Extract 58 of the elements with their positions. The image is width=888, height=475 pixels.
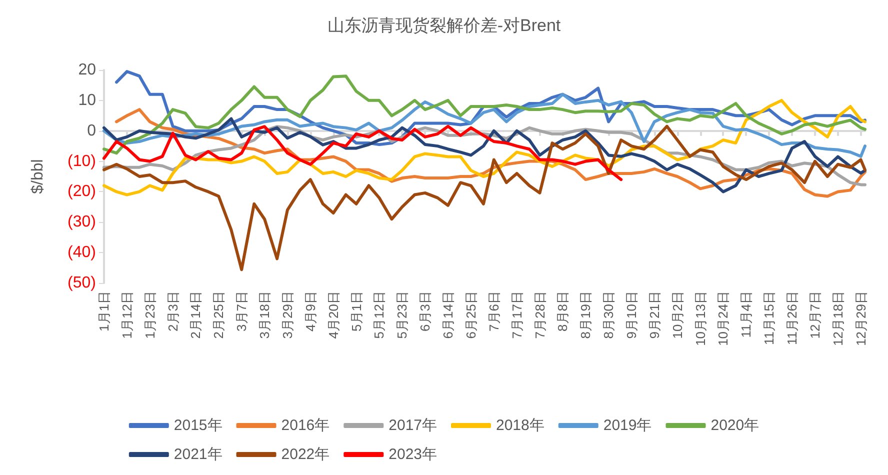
x-tick-label: 3月18日 <box>257 291 272 339</box>
x-tick-label: 10月13日 <box>692 291 708 346</box>
line-series <box>102 117 866 194</box>
legend-label: 2016年 <box>281 417 330 434</box>
x-tick-label: 12月29日 <box>853 291 868 346</box>
y-axis-title: $/bbl <box>30 159 46 194</box>
x-tick-label: 12月18日 <box>830 291 846 346</box>
legend-label: 2017年 <box>388 417 438 434</box>
x-tick-label: 8月8日 <box>555 291 570 332</box>
x-tick-label: 3月7日 <box>234 291 250 332</box>
line-series <box>102 124 623 182</box>
line-series <box>102 92 866 158</box>
x-tick-label: 11月26日 <box>784 291 800 345</box>
x-tick-label: 1月12日 <box>119 291 134 339</box>
x-tick-label: 7月17日 <box>509 291 524 339</box>
chart-title: 山东沥青现货裂解价差-对Brent <box>327 16 561 35</box>
x-tick-label: 2月14日 <box>188 291 204 339</box>
line-series <box>102 74 866 155</box>
x-tick-label: 8月30日 <box>601 291 616 339</box>
x-tick-label: 4月9日 <box>302 291 318 332</box>
x-tick-label: 7月28日 <box>532 291 548 339</box>
legend-label: 2018年 <box>496 417 544 434</box>
y-tick-label: 20 <box>78 62 96 78</box>
y-tick-label: 0 <box>87 122 96 140</box>
x-tick-label: 10月2日 <box>670 291 685 339</box>
legend-label: 2015年 <box>174 417 222 434</box>
x-tick-label: 11月15日 <box>762 291 777 345</box>
legend-label: 2023年 <box>388 446 438 463</box>
legend-label: 2022年 <box>281 446 330 463</box>
x-tick-label: 4月20日 <box>326 291 341 339</box>
x-tick-label: 7月6日 <box>486 291 502 332</box>
x-tick-label: 1月23日 <box>142 291 158 339</box>
x-tick-label: 8月19日 <box>578 291 594 339</box>
y-tick-label: (20) <box>68 183 96 200</box>
y-tick-label: (30) <box>68 214 96 231</box>
y-tick-label: (10) <box>68 152 96 170</box>
x-tick-label: 9月10日 <box>624 291 639 339</box>
x-tick-label: 9月21日 <box>646 291 662 339</box>
x-tick-label: 5月12日 <box>372 291 387 339</box>
x-tick-label: 6月14日 <box>440 291 456 339</box>
y-tick-label: (40) <box>68 244 96 262</box>
legend-label: 2019年 <box>603 417 652 434</box>
x-tick-label: 3月29日 <box>280 291 295 339</box>
y-tick-label: 10 <box>78 92 96 109</box>
legend-label: 2020年 <box>710 417 760 434</box>
x-tick-label: 6月3日 <box>418 291 433 332</box>
x-tick-label: 2月25日 <box>211 291 226 339</box>
legend-label: 2021年 <box>174 446 222 463</box>
x-tick-label: 12月7日 <box>807 291 822 339</box>
x-tick-label: 5月23日 <box>394 291 410 339</box>
x-tick-label: 5月1日 <box>348 291 364 332</box>
y-tick-label: (50) <box>68 274 96 292</box>
x-tick-label: 11月4日 <box>738 291 754 338</box>
x-tick-label: 2月3日 <box>165 291 180 332</box>
x-tick-label: 10月24日 <box>716 291 731 346</box>
x-tick-label: 6月25日 <box>463 291 478 339</box>
x-tick-label: 1月1日 <box>96 291 112 332</box>
line-series <box>102 124 866 272</box>
